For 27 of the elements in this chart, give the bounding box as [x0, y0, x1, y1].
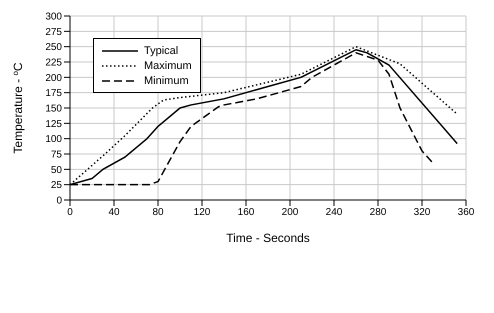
- y-tick-label: 250: [45, 42, 62, 54]
- y-tick-label: 0: [56, 196, 62, 207]
- y-tick-label: 150: [45, 104, 62, 115]
- y-tick-label: 75: [50, 150, 62, 161]
- x-axis-title: Time - Seconds: [226, 231, 310, 245]
- y-tick-label: 300: [45, 12, 62, 23]
- x-tick-label: 360: [458, 207, 475, 218]
- y-tick-label: 25: [50, 180, 62, 192]
- x-tick-label: 80: [152, 207, 164, 218]
- legend-label: Maximum: [144, 60, 192, 72]
- x-tick-label: 120: [194, 207, 211, 218]
- x-tick-label: 280: [370, 207, 387, 218]
- x-tick-label: 200: [282, 207, 299, 218]
- y-tick-label: 225: [45, 58, 62, 69]
- x-tick-label: 160: [238, 207, 255, 218]
- y-tick-label: 125: [45, 118, 62, 130]
- x-tick-label: 320: [414, 207, 431, 218]
- y-tick-label: 50: [50, 164, 62, 176]
- y-tick-label: 275: [45, 26, 62, 38]
- x-tick-label: 0: [67, 207, 74, 218]
- y-tick-label: 100: [45, 134, 62, 146]
- x-tick-label: 40: [108, 207, 120, 218]
- legend-label: Typical: [144, 44, 178, 56]
- legend-label: Minimum: [144, 74, 189, 86]
- y-tick-label: 200: [45, 72, 62, 84]
- y-tick-label: 175: [45, 88, 62, 100]
- x-tick-label: 240: [326, 207, 343, 218]
